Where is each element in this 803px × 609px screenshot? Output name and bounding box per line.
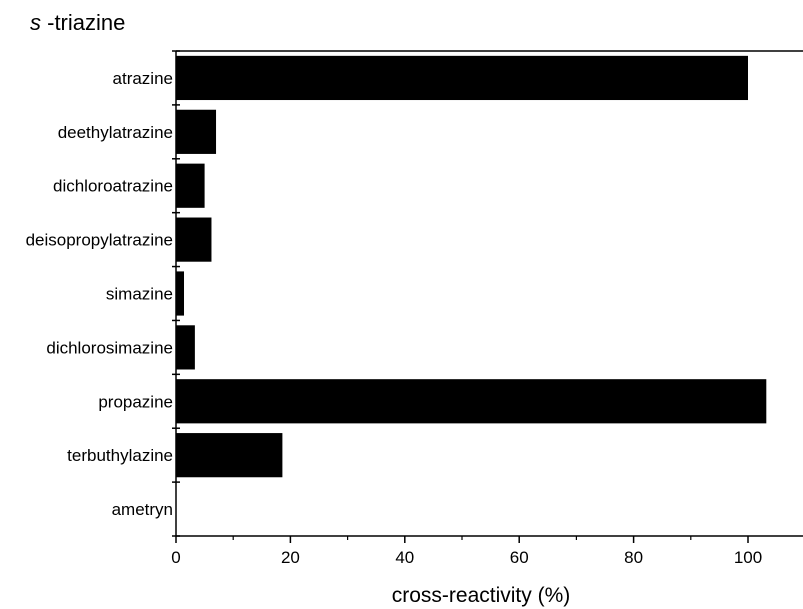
bars [176,55,767,478]
x-tick-label: 60 [510,548,529,567]
x-tick-label: 100 [734,548,762,567]
x-axis-label: cross-reactivity (%) [392,584,571,607]
category-label-ametryn: ametryn [112,500,173,519]
x-tick-label: 0 [171,548,180,567]
category-label-dichlorosimazine: dichlorosimazine [46,338,173,357]
category-label-simazine: simazine [106,285,173,304]
bar-propazine [176,379,767,424]
chart-title: s -triazine [30,10,125,36]
x-tick-label: 80 [624,548,643,567]
category-label-terbuthylazine: terbuthylazine [67,446,173,465]
bar-simazine [176,271,185,316]
bar-terbuthylazine [176,433,283,478]
category-label-propazine: propazine [98,392,173,411]
category-label-atrazine: atrazine [113,69,173,88]
x-tick-label: 40 [395,548,414,567]
x-tick-label: 20 [281,548,300,567]
bar-atrazine [176,55,748,101]
bar-deethylatrazine [176,109,217,154]
category-label-dichloroatrazine: dichloroatrazine [53,177,173,196]
chart-title-italic: s [30,10,41,35]
category-label-deisopropylatrazine: deisopropylatrazine [26,231,173,250]
category-labels: atrazine deethylatrazine dichloroatrazine d… [26,69,173,519]
category-label-deethylatrazine: deethylatrazine [58,123,173,142]
chart-title-rest: -triazine [41,10,126,35]
bar-dichlorosimazine [176,325,195,370]
bar-deisopropylatrazine [176,217,212,262]
bar-dichloroatrazine [176,163,205,208]
x-ticks: 0 20 40 60 80 100 [171,536,762,567]
